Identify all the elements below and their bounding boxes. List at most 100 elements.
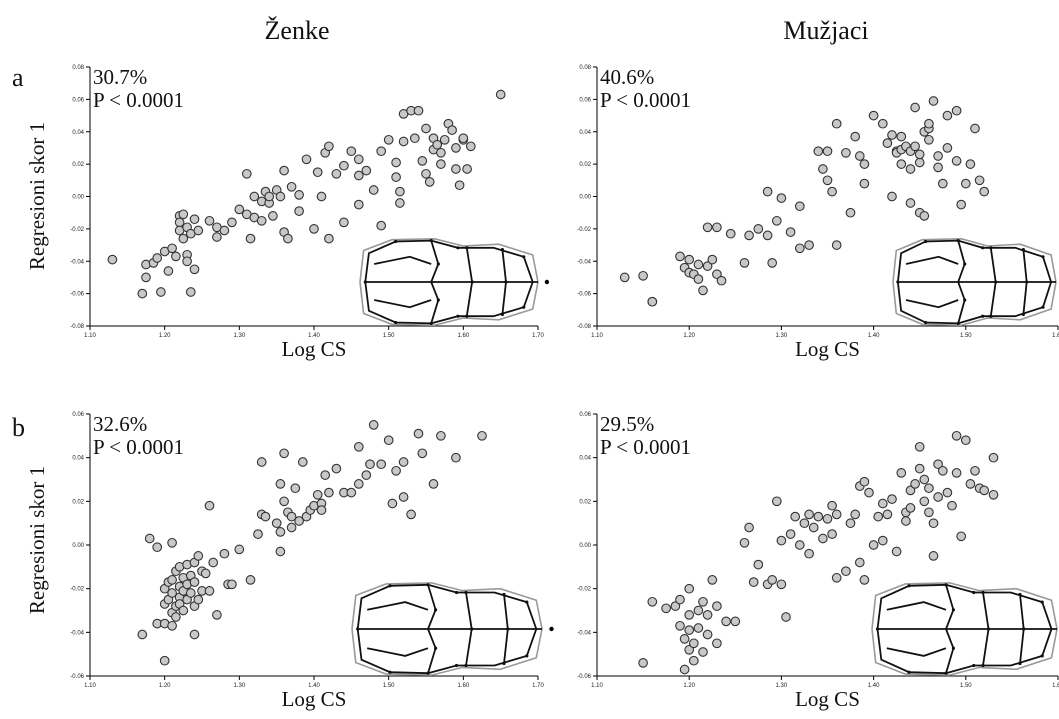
data-point xyxy=(794,201,805,212)
data-point xyxy=(141,272,151,283)
skull-orbit-upper xyxy=(905,255,959,265)
data-point xyxy=(919,496,930,507)
data-point xyxy=(822,175,833,186)
data-point xyxy=(477,430,487,441)
skull-landmark xyxy=(525,654,529,658)
x-tick-label: 1.60 xyxy=(457,333,469,339)
data-point xyxy=(937,178,948,189)
skull-landmark xyxy=(924,239,928,244)
data-point xyxy=(933,162,943,173)
variance-label: 30.7% xyxy=(93,65,147,89)
data-point xyxy=(951,468,962,478)
skull-landmark xyxy=(1040,654,1044,658)
skull-orbit-upper xyxy=(886,601,947,611)
data-point xyxy=(279,165,289,176)
data-point xyxy=(790,511,801,522)
data-point xyxy=(279,448,289,459)
data-point xyxy=(185,588,196,598)
data-point xyxy=(753,559,764,570)
skull-landmark xyxy=(456,314,460,318)
data-point xyxy=(684,644,695,655)
skull-landmark xyxy=(981,663,985,668)
y-tick-label: 0.04 xyxy=(579,130,591,136)
skull-landmark xyxy=(896,280,900,284)
data-point xyxy=(353,479,364,489)
data-point xyxy=(275,546,286,557)
skull-landmark xyxy=(972,590,976,595)
x-tick-label: 1.20 xyxy=(683,683,695,689)
data-point xyxy=(767,258,778,268)
data-point xyxy=(960,178,971,189)
y-tick-label: 0.08 xyxy=(579,65,591,71)
x-tick-label: 1.20 xyxy=(159,683,171,689)
data-point xyxy=(241,168,252,179)
data-point xyxy=(854,151,865,161)
skull-landmark xyxy=(956,239,960,243)
data-point xyxy=(924,134,934,145)
pvalue-label: P < 0.0001 xyxy=(93,88,184,112)
data-point xyxy=(365,459,375,470)
data-point xyxy=(417,156,428,166)
data-point xyxy=(324,487,334,498)
data-point xyxy=(914,463,925,474)
y-tick-label: 0.06 xyxy=(579,412,591,418)
data-point xyxy=(152,542,163,553)
data-point xyxy=(887,130,897,140)
data-point xyxy=(804,240,814,250)
x-tick-label: 1.30 xyxy=(233,333,245,339)
y-tick-label: 0.08 xyxy=(72,65,84,71)
skull-landmark xyxy=(1021,312,1025,316)
skull-landmark xyxy=(504,280,508,284)
data-point xyxy=(859,159,870,169)
data-point xyxy=(368,420,379,430)
x-tick-label: 1.50 xyxy=(383,333,395,339)
data-point xyxy=(178,209,189,220)
skull-landmark xyxy=(429,321,433,325)
skull-landmark xyxy=(1018,661,1022,666)
data-point xyxy=(212,232,222,242)
data-point xyxy=(804,509,814,520)
data-point xyxy=(951,105,962,116)
x-tick-label: 1.60 xyxy=(1052,333,1059,339)
skull-suture-1 xyxy=(957,240,966,324)
data-point xyxy=(822,513,833,524)
y-tick-label: -0.02 xyxy=(70,587,84,593)
skull-landmark xyxy=(388,584,392,588)
y-tick-label: -0.06 xyxy=(577,674,591,680)
data-point xyxy=(391,172,401,182)
data-point xyxy=(956,199,967,210)
skull-landmark xyxy=(875,627,880,631)
data-point xyxy=(712,269,722,280)
data-point xyxy=(439,134,450,145)
data-point xyxy=(458,133,469,144)
x-axis-label: Log CS xyxy=(795,337,860,361)
ylabel-bottom: Regresioni skor 1 xyxy=(25,466,49,614)
data-point xyxy=(413,105,424,116)
data-point xyxy=(353,441,364,452)
data-point xyxy=(647,296,658,307)
data-point xyxy=(424,177,435,187)
data-point xyxy=(928,518,939,529)
data-point xyxy=(428,479,439,489)
data-point xyxy=(850,509,861,520)
data-point xyxy=(675,251,685,262)
data-point xyxy=(951,156,962,166)
data-point xyxy=(896,468,907,478)
skull-orbit-lower xyxy=(367,647,429,657)
x-tick-label: 1.40 xyxy=(868,333,880,339)
data-point xyxy=(204,586,215,596)
data-point xyxy=(914,157,925,168)
skull-tip-landmark xyxy=(544,279,550,285)
skull-landmark xyxy=(907,584,911,588)
y-tick-label: -0.02 xyxy=(577,587,591,593)
data-point xyxy=(189,629,200,640)
data-point xyxy=(436,430,446,441)
data-point xyxy=(331,463,342,474)
skull-orbit-lower xyxy=(905,299,959,309)
data-point xyxy=(794,243,805,254)
data-point xyxy=(339,160,349,171)
data-point xyxy=(234,544,245,555)
y-tick-label: -0.02 xyxy=(70,227,84,233)
data-point xyxy=(928,551,939,561)
data-point xyxy=(178,605,189,616)
